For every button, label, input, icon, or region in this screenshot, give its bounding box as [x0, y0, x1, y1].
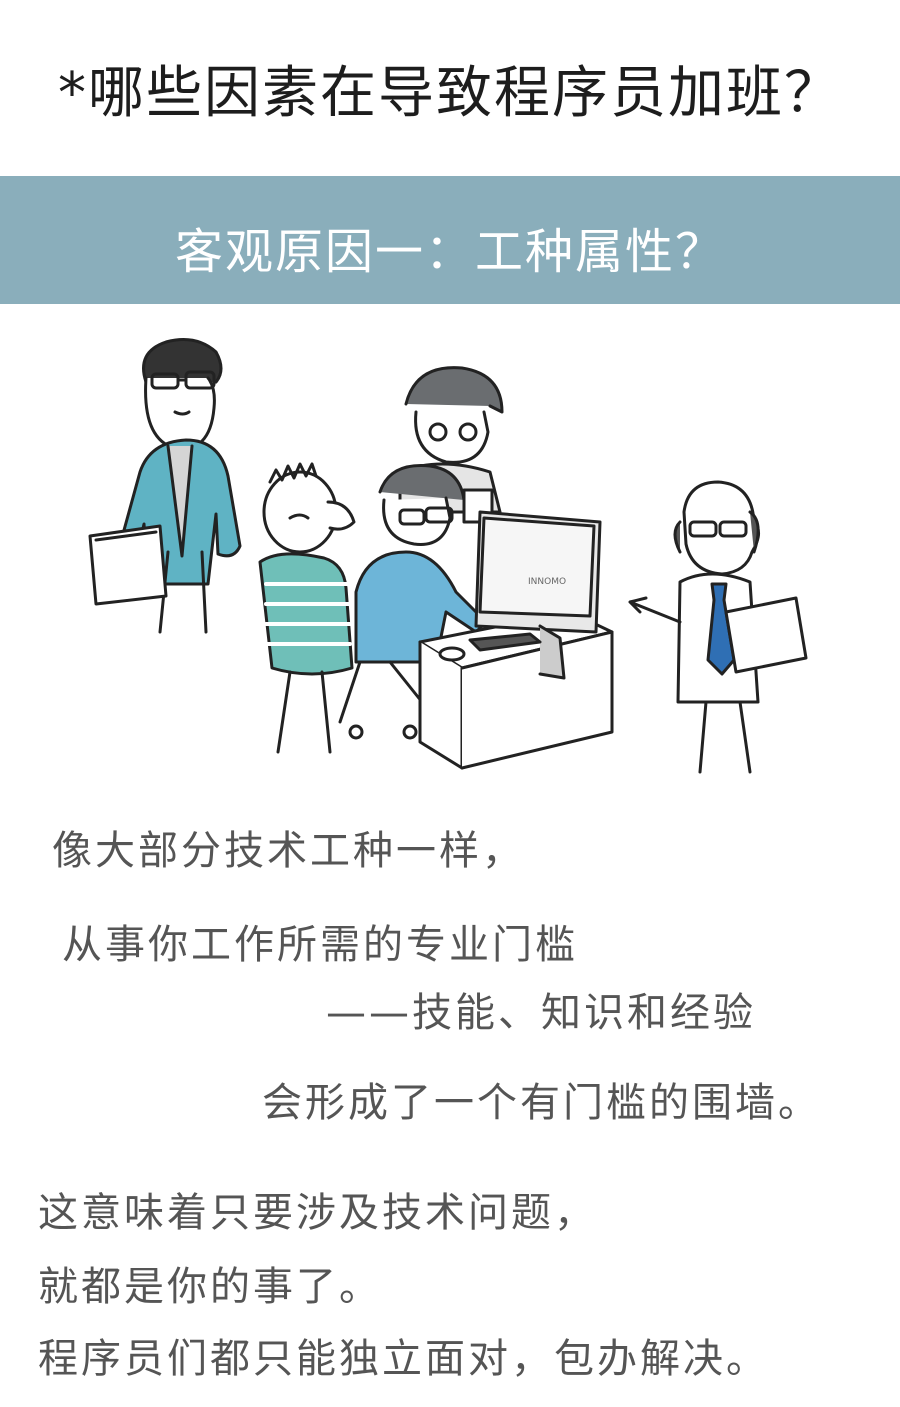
section-banner: 客观原因一：工种属性？	[0, 176, 900, 304]
body-line-7: 程序员们都只能独立面对，包办解决。	[38, 1336, 769, 1382]
desk-with-computer: INNOMO	[418, 510, 614, 770]
seated-programmer-figure	[338, 464, 488, 740]
body-line-2: 从事你工作所需的专业门槛	[62, 922, 578, 968]
office-illustration: INNOMO	[88, 338, 808, 774]
body-line-3: ——技能、知识和经验	[326, 990, 756, 1036]
body-line-6: 就都是你的事了。	[38, 1264, 382, 1310]
body-line-4: 会形成了一个有门槛的围墙。	[262, 1080, 821, 1126]
monitor-brand-label: INNOMO	[528, 577, 566, 587]
body-line-1: 像大部分技术工种一样，	[52, 828, 525, 874]
standing-coworker-figure	[398, 366, 504, 524]
standing-man-figure	[88, 338, 242, 634]
hoodie-boy-figure	[258, 462, 356, 754]
page-title: *哪些因素在导致程序员加班？	[58, 61, 842, 126]
section-banner-text: 客观原因一：工种属性？	[174, 224, 725, 280]
body-line-5: 这意味着只要涉及技术问题，	[38, 1190, 597, 1236]
manager-with-laptop-figure	[628, 480, 808, 774]
